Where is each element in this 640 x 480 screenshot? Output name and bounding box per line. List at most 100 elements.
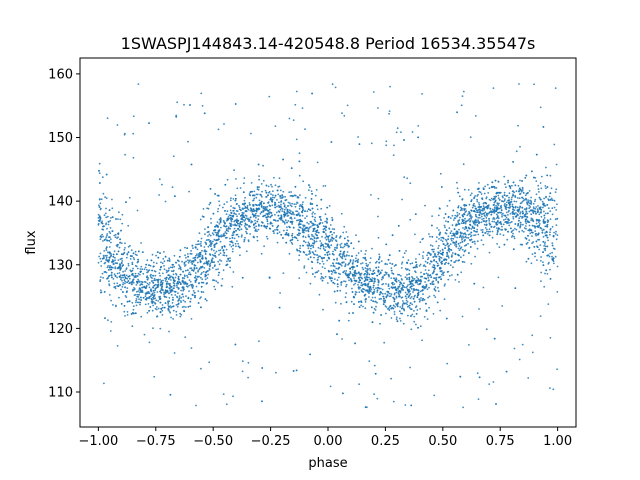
data-point — [484, 202, 487, 204]
data-point — [243, 207, 246, 210]
data-point — [298, 219, 301, 221]
data-point — [447, 238, 449, 241]
data-point — [99, 289, 102, 292]
data-point — [142, 296, 145, 299]
data-point — [214, 264, 216, 267]
data-point — [512, 193, 514, 196]
data-point — [209, 188, 212, 190]
data-point — [368, 291, 371, 293]
data-point — [530, 262, 533, 265]
data-point — [389, 262, 391, 265]
data-point — [242, 191, 245, 194]
data-point — [258, 204, 260, 206]
data-point — [510, 220, 513, 223]
data-point — [259, 212, 262, 215]
data-point — [528, 239, 531, 242]
data-point — [337, 276, 340, 279]
data-point — [252, 199, 255, 202]
data-point — [336, 283, 339, 286]
data-point — [138, 288, 141, 290]
data-point — [524, 194, 527, 197]
data-point — [262, 164, 264, 167]
data-point — [124, 280, 127, 283]
data-point — [286, 229, 288, 232]
data-point — [491, 185, 493, 188]
data-point — [263, 207, 266, 210]
data-point — [413, 310, 415, 312]
data-point — [265, 184, 268, 187]
data-point — [427, 273, 429, 276]
data-point — [499, 221, 502, 223]
data-point — [282, 272, 285, 274]
data-point — [516, 197, 519, 199]
data-point — [364, 272, 366, 275]
data-point — [250, 182, 253, 184]
data-point — [401, 305, 404, 307]
data-point — [549, 218, 552, 221]
data-point — [279, 217, 282, 220]
data-point — [151, 309, 154, 312]
data-point — [501, 225, 503, 228]
data-point — [221, 278, 224, 280]
data-point — [144, 298, 147, 301]
data-point — [237, 219, 240, 222]
data-point — [348, 254, 350, 257]
data-point — [392, 286, 395, 289]
data-point — [167, 304, 170, 306]
data-point — [296, 202, 299, 204]
data-point — [388, 292, 391, 295]
data-point — [98, 204, 100, 207]
data-point — [153, 301, 155, 304]
data-point — [312, 245, 315, 247]
data-point — [382, 303, 385, 306]
data-point — [462, 235, 464, 238]
data-point — [496, 202, 499, 205]
data-point — [409, 262, 412, 265]
data-point — [178, 265, 181, 268]
data-point — [257, 215, 260, 217]
data-point — [200, 240, 202, 243]
data-point — [358, 300, 360, 303]
data-point — [304, 210, 306, 213]
data-point — [407, 284, 409, 286]
data-point — [316, 271, 318, 274]
data-point — [229, 257, 231, 259]
data-point — [411, 276, 413, 278]
data-point — [552, 388, 555, 391]
data-point — [254, 222, 257, 225]
data-point — [199, 297, 201, 300]
data-point — [480, 239, 483, 242]
data-point — [249, 204, 251, 206]
data-point — [298, 160, 301, 163]
data-point — [431, 224, 433, 227]
data-point — [247, 240, 250, 243]
data-point — [343, 255, 346, 258]
data-point — [253, 226, 256, 229]
data-point — [175, 282, 178, 285]
data-point — [408, 304, 410, 307]
data-point — [298, 234, 300, 237]
data-point — [531, 351, 534, 354]
data-point — [129, 255, 132, 257]
data-point — [208, 268, 211, 271]
data-point — [495, 217, 498, 220]
data-point — [346, 104, 349, 107]
data-point — [128, 282, 131, 284]
data-point — [435, 279, 438, 281]
data-point — [477, 211, 479, 214]
data-point — [400, 263, 403, 265]
data-point — [354, 260, 357, 263]
data-point — [111, 230, 114, 233]
data-point — [522, 230, 525, 233]
data-point — [512, 161, 514, 163]
data-point — [467, 233, 470, 236]
data-point — [494, 187, 496, 189]
data-point — [118, 272, 121, 274]
data-point — [184, 282, 187, 285]
data-point — [208, 233, 211, 236]
data-point — [531, 253, 534, 256]
data-point — [110, 271, 113, 274]
data-point — [445, 317, 448, 320]
data-point — [528, 190, 531, 192]
data-point — [234, 194, 237, 197]
